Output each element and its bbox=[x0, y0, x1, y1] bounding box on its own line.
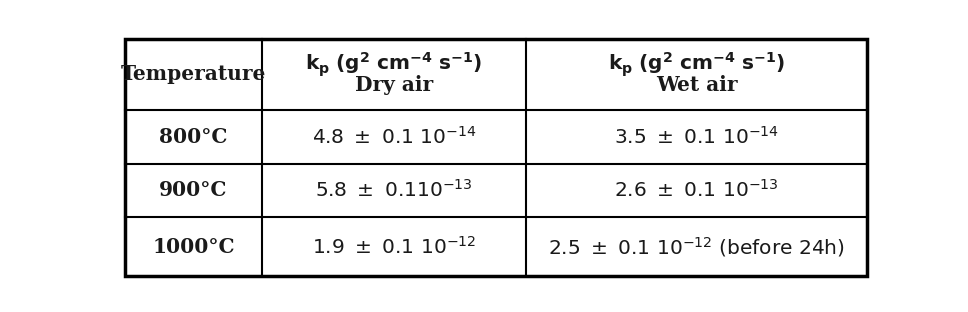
Text: $2.6\ \pm\ 0.1\ 10^{-13}$: $2.6\ \pm\ 0.1\ 10^{-13}$ bbox=[615, 179, 779, 201]
Text: Dry air: Dry air bbox=[355, 75, 433, 95]
Text: $5.8\ \pm\ 0.110^{-13}$: $5.8\ \pm\ 0.110^{-13}$ bbox=[316, 179, 472, 201]
Text: $\mathbf{k_p\ (g^2\ cm^{-4}\ s^{-1})}$: $\mathbf{k_p\ (g^2\ cm^{-4}\ s^{-1})}$ bbox=[306, 50, 482, 79]
Text: 900°C: 900°C bbox=[160, 180, 227, 200]
Text: $1.9\ \pm\ 0.1\ 10^{-12}$: $1.9\ \pm\ 0.1\ 10^{-12}$ bbox=[312, 236, 476, 258]
Text: 800°C: 800°C bbox=[160, 127, 227, 147]
Text: $2.5\ \pm\ 0.1\ 10^{-12}$ (before 24h): $2.5\ \pm\ 0.1\ 10^{-12}$ (before 24h) bbox=[548, 235, 845, 259]
Text: $4.8\ \pm\ 0.1\ 10^{-14}$: $4.8\ \pm\ 0.1\ 10^{-14}$ bbox=[312, 126, 476, 148]
Text: Temperature: Temperature bbox=[121, 64, 266, 84]
Text: Wet air: Wet air bbox=[656, 75, 738, 95]
Text: 1000°C: 1000°C bbox=[152, 237, 234, 257]
Text: $3.5\ \pm\ 0.1\ 10^{-14}$: $3.5\ \pm\ 0.1\ 10^{-14}$ bbox=[614, 126, 779, 148]
Text: $\mathbf{k_p\ (g^2\ cm^{-4}\ s^{-1})}$: $\mathbf{k_p\ (g^2\ cm^{-4}\ s^{-1})}$ bbox=[608, 50, 785, 79]
